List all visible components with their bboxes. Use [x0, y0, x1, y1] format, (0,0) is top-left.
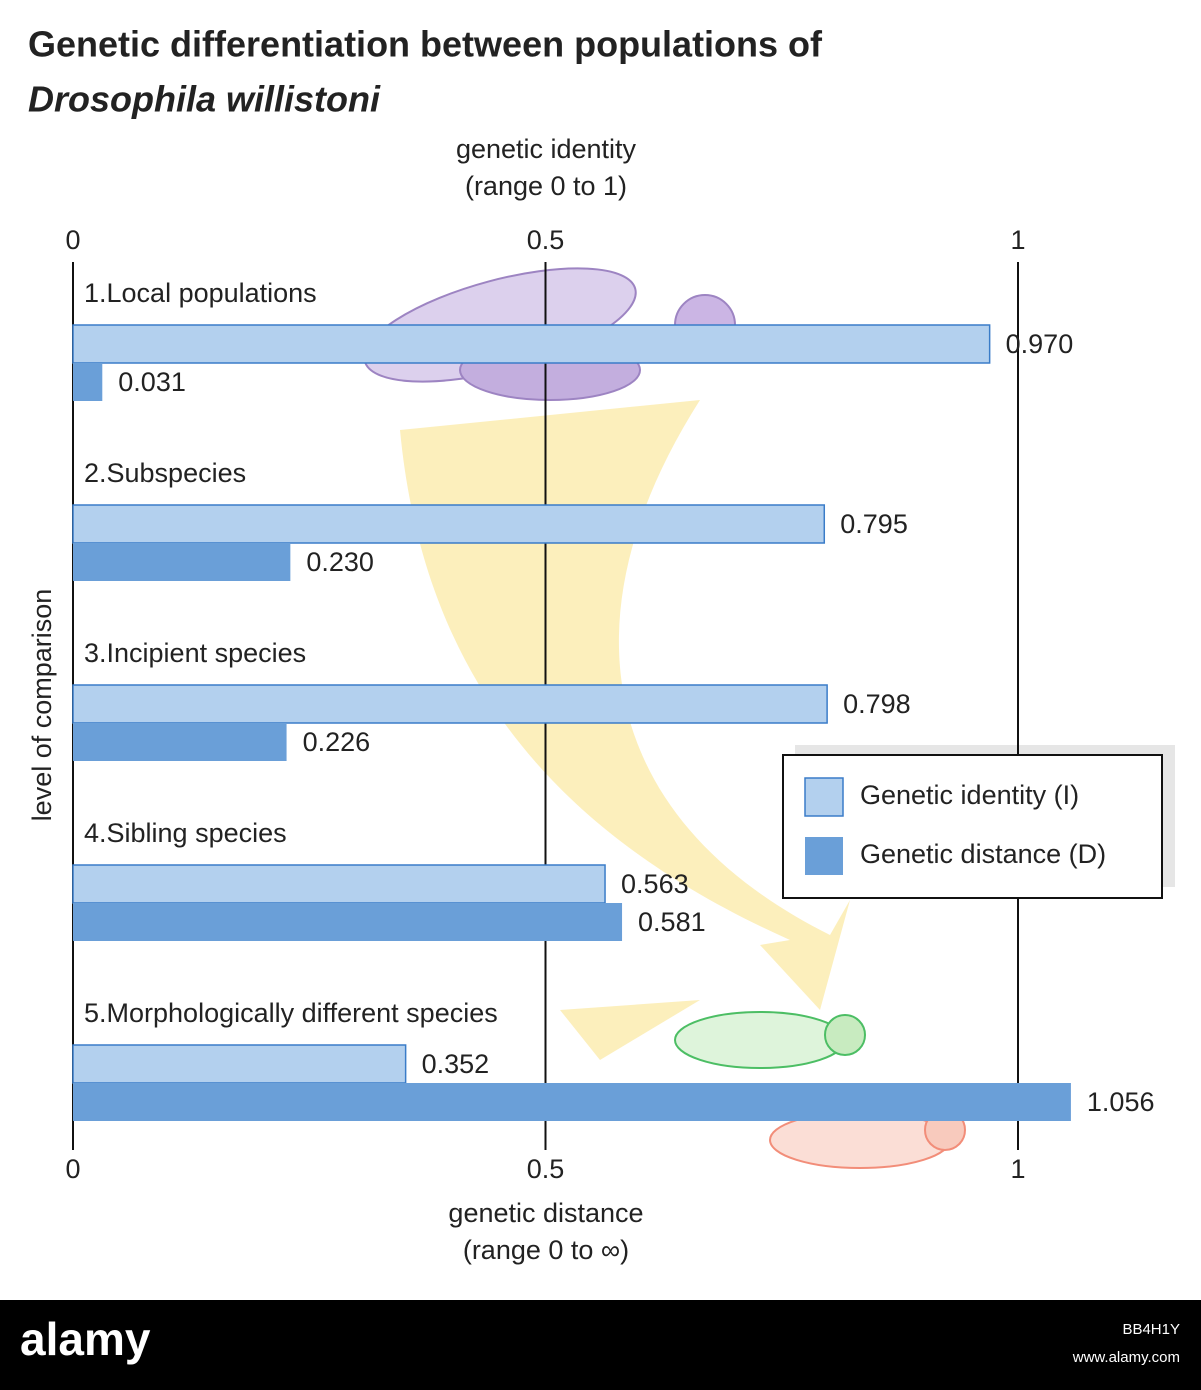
x-tick-label: 0 — [65, 225, 80, 255]
x2-axis-label: (range 0 to ∞) — [463, 1235, 629, 1265]
category-label: 1.Local populations — [84, 278, 317, 308]
x2-tick-label: 0 — [65, 1154, 80, 1184]
x-axis-label: genetic identity — [456, 134, 637, 164]
footer-id: BB4H1Y — [1122, 1321, 1180, 1338]
x2-axis-label: genetic distance — [448, 1198, 643, 1228]
x2-tick-label: 0.5 — [527, 1154, 565, 1184]
value-label: 1.056 — [1087, 1087, 1155, 1117]
y-axis-label: level of comparison — [27, 589, 57, 822]
value-label: 0.795 — [840, 509, 908, 539]
bar — [73, 723, 287, 761]
bar — [72, 864, 606, 904]
footer-url: www.alamy.com — [1072, 1349, 1180, 1366]
value-label: 0.230 — [306, 547, 374, 577]
legend-box — [782, 754, 1163, 899]
bar — [72, 504, 826, 544]
bar — [72, 684, 828, 724]
x-axis-label: (range 0 to 1) — [465, 171, 627, 201]
bar — [73, 543, 291, 581]
footer-brand: alamy — [20, 1313, 151, 1365]
value-label: 0.798 — [843, 689, 911, 719]
value-label: 0.031 — [118, 367, 186, 397]
fly-illustration — [674, 1011, 866, 1069]
bar — [73, 363, 103, 401]
legend-label: Genetic identity (I) — [860, 780, 1079, 810]
category-label: 3.Incipient species — [84, 638, 306, 668]
value-label: 0.352 — [422, 1049, 490, 1079]
bar — [73, 903, 623, 941]
category-label: 5.Morphologically different species — [84, 998, 498, 1028]
chart-title: Drosophila willistoni — [28, 79, 381, 120]
bar — [72, 1044, 407, 1084]
footer-bar — [0, 1300, 1201, 1390]
legend-swatch — [804, 777, 844, 817]
category-label: 4.Sibling species — [84, 818, 287, 848]
category-label: 2.Subspecies — [84, 458, 246, 488]
bar — [73, 1083, 1071, 1121]
x-tick-label: 1 — [1010, 225, 1025, 255]
bar — [72, 324, 991, 364]
decor-arrow — [560, 1000, 700, 1060]
value-label: 0.226 — [303, 727, 371, 757]
value-label: 0.581 — [638, 907, 706, 937]
value-label: 0.563 — [621, 869, 689, 899]
legend-label: Genetic distance (D) — [860, 839, 1106, 869]
x-tick-label: 0.5 — [527, 225, 565, 255]
chart-title: Genetic differentiation between populati… — [28, 24, 823, 65]
legend-swatch — [805, 837, 843, 875]
value-label: 0.970 — [1006, 329, 1074, 359]
x2-tick-label: 1 — [1010, 1154, 1025, 1184]
